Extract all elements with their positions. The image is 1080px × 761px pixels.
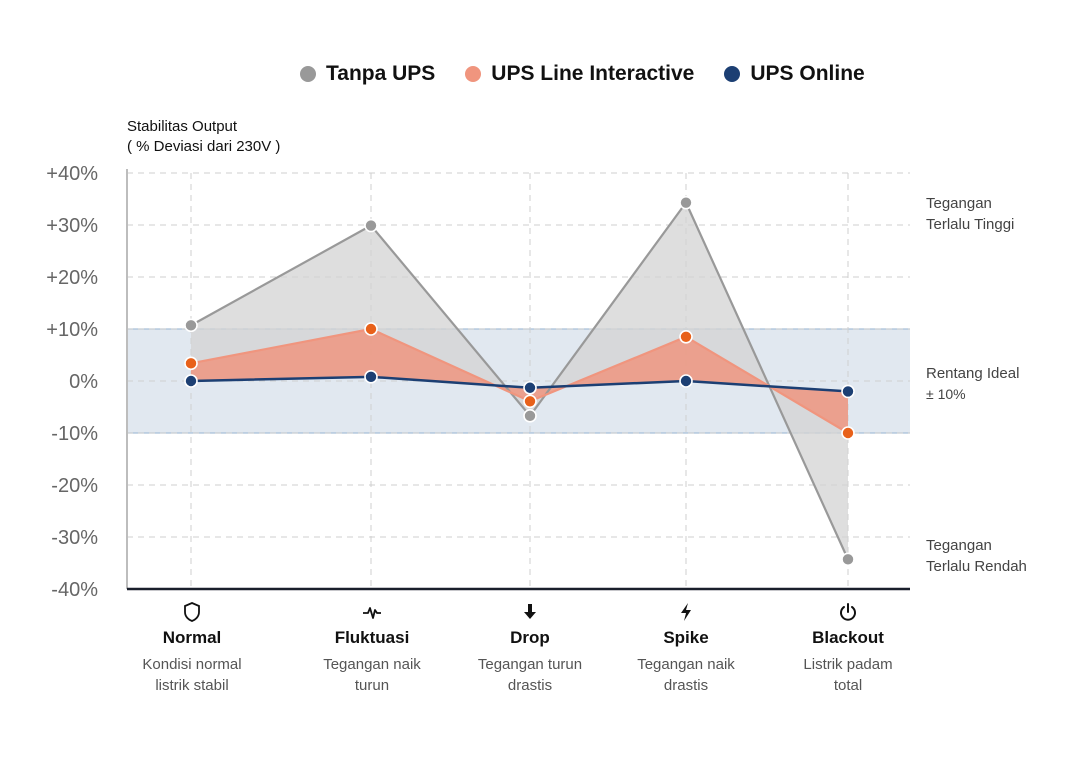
legend-label: UPS Line Interactive bbox=[491, 62, 695, 85]
legend-swatch bbox=[300, 66, 316, 82]
category-desc-line1: Listrik padam bbox=[803, 656, 893, 673]
lightning-icon bbox=[601, 602, 771, 626]
category-fluktuasi: Fluktuasi Tegangan naik turun bbox=[287, 602, 457, 696]
category-name: Drop bbox=[510, 628, 550, 647]
category-spike: Spike Tegangan naik drastis bbox=[601, 602, 771, 696]
data-point-ups-line-interactive bbox=[184, 356, 198, 371]
data-point-ups-online bbox=[841, 384, 855, 399]
zone-label-high: Tegangan Terlalu Tinggi bbox=[926, 193, 1014, 235]
data-point-ups-online bbox=[364, 370, 378, 384]
zone-label-ideal: Rentang Ideal ± 10% bbox=[926, 363, 1019, 405]
data-point-ups-line-interactive bbox=[364, 322, 378, 336]
arrow-down-icon bbox=[445, 602, 615, 626]
chart-legend: Tanpa UPS UPS Line Interactive UPS Onlin… bbox=[300, 62, 865, 86]
category-desc-line1: Kondisi normal bbox=[142, 656, 242, 673]
category-drop: Drop Tegangan turun drastis bbox=[445, 602, 615, 696]
y-axis-title-line2: ( % Deviasi dari 230V ) bbox=[127, 138, 281, 155]
data-point-tanpa-ups bbox=[841, 552, 855, 567]
y-tick-label: -10% bbox=[51, 423, 98, 445]
category-name: Spike bbox=[663, 628, 709, 647]
category-description: Tegangan turun drastis bbox=[445, 654, 615, 696]
legend-swatch bbox=[724, 66, 741, 82]
zone-label-low: Tegangan Terlalu Rendah bbox=[926, 535, 1027, 577]
data-point-tanpa-ups bbox=[523, 409, 537, 423]
data-point-tanpa-ups bbox=[184, 318, 198, 333]
y-tick-label: +20% bbox=[46, 267, 98, 289]
y-tick-label: +10% bbox=[46, 319, 98, 341]
category-description: Tegangan naik drastis bbox=[601, 654, 771, 696]
data-point-tanpa-ups bbox=[364, 218, 378, 233]
shield-icon bbox=[107, 602, 277, 626]
y-axis-title-line1: Stabilitas Output bbox=[127, 118, 238, 135]
category-desc-line1: Tegangan naik bbox=[323, 656, 421, 673]
y-tick-label: -30% bbox=[51, 527, 98, 549]
category-blackout: Blackout Listrik padam total bbox=[763, 602, 933, 696]
zone-label-line2: Terlalu Rendah bbox=[926, 558, 1027, 575]
zone-label-line2: Terlalu Tinggi bbox=[926, 216, 1015, 233]
category-name: Blackout bbox=[812, 628, 884, 647]
data-point-ups-line-interactive bbox=[679, 329, 693, 344]
category-name: Fluktuasi bbox=[334, 628, 410, 647]
category-desc-line1: Tegangan turun bbox=[477, 656, 583, 673]
y-tick-label: +40% bbox=[46, 163, 98, 185]
category-normal: Normal Kondisi normal listrik stabil bbox=[107, 602, 277, 696]
legend-item-ups-online: UPS Online bbox=[724, 62, 865, 86]
data-point-ups-line-interactive bbox=[523, 394, 537, 409]
zone-label-line1: Tegangan bbox=[926, 195, 992, 212]
category-description: Listrik padam total bbox=[763, 654, 933, 696]
power-icon bbox=[763, 602, 933, 626]
y-tick-label: -20% bbox=[51, 475, 98, 497]
data-point-ups-line-interactive bbox=[841, 426, 855, 440]
zone-label-line1: Tegangan bbox=[926, 537, 992, 554]
legend-item-tanpa-ups: Tanpa UPS bbox=[300, 62, 435, 86]
y-axis-title: Stabilitas Output ( % Deviasi dari 230V … bbox=[127, 117, 280, 157]
legend-label: UPS Online bbox=[750, 62, 865, 85]
data-point-ups-online bbox=[184, 374, 198, 388]
y-tick-label: +30% bbox=[46, 215, 98, 237]
data-point-ups-online bbox=[679, 374, 693, 388]
category-desc-line2: total bbox=[833, 677, 863, 694]
legend-item-ups-line-interactive: UPS Line Interactive bbox=[465, 62, 694, 86]
pulse-icon bbox=[287, 602, 457, 626]
data-point-tanpa-ups bbox=[679, 195, 693, 210]
y-tick-label: -40% bbox=[51, 579, 98, 601]
category-description: Kondisi normal listrik stabil bbox=[107, 654, 277, 696]
legend-swatch bbox=[465, 66, 482, 82]
zone-label-line1: Rentang Ideal bbox=[926, 365, 1020, 382]
category-desc-line2: turun bbox=[354, 677, 390, 694]
data-point-ups-online bbox=[523, 380, 537, 395]
category-desc-line2: drastis bbox=[507, 677, 553, 694]
category-name: Normal bbox=[162, 628, 222, 647]
legend-label: Tanpa UPS bbox=[326, 62, 436, 85]
area-ups-line-interactive bbox=[191, 329, 848, 433]
area-tanpa-ups bbox=[191, 202, 848, 560]
zone-label-line2: ± 10% bbox=[926, 386, 966, 402]
category-description: Tegangan naik turun bbox=[287, 654, 457, 696]
category-desc-line2: drastis bbox=[663, 677, 709, 694]
y-tick-label: 0% bbox=[69, 371, 98, 393]
category-desc-line2: listrik stabil bbox=[155, 677, 229, 694]
category-desc-line1: Tegangan naik bbox=[637, 656, 735, 673]
